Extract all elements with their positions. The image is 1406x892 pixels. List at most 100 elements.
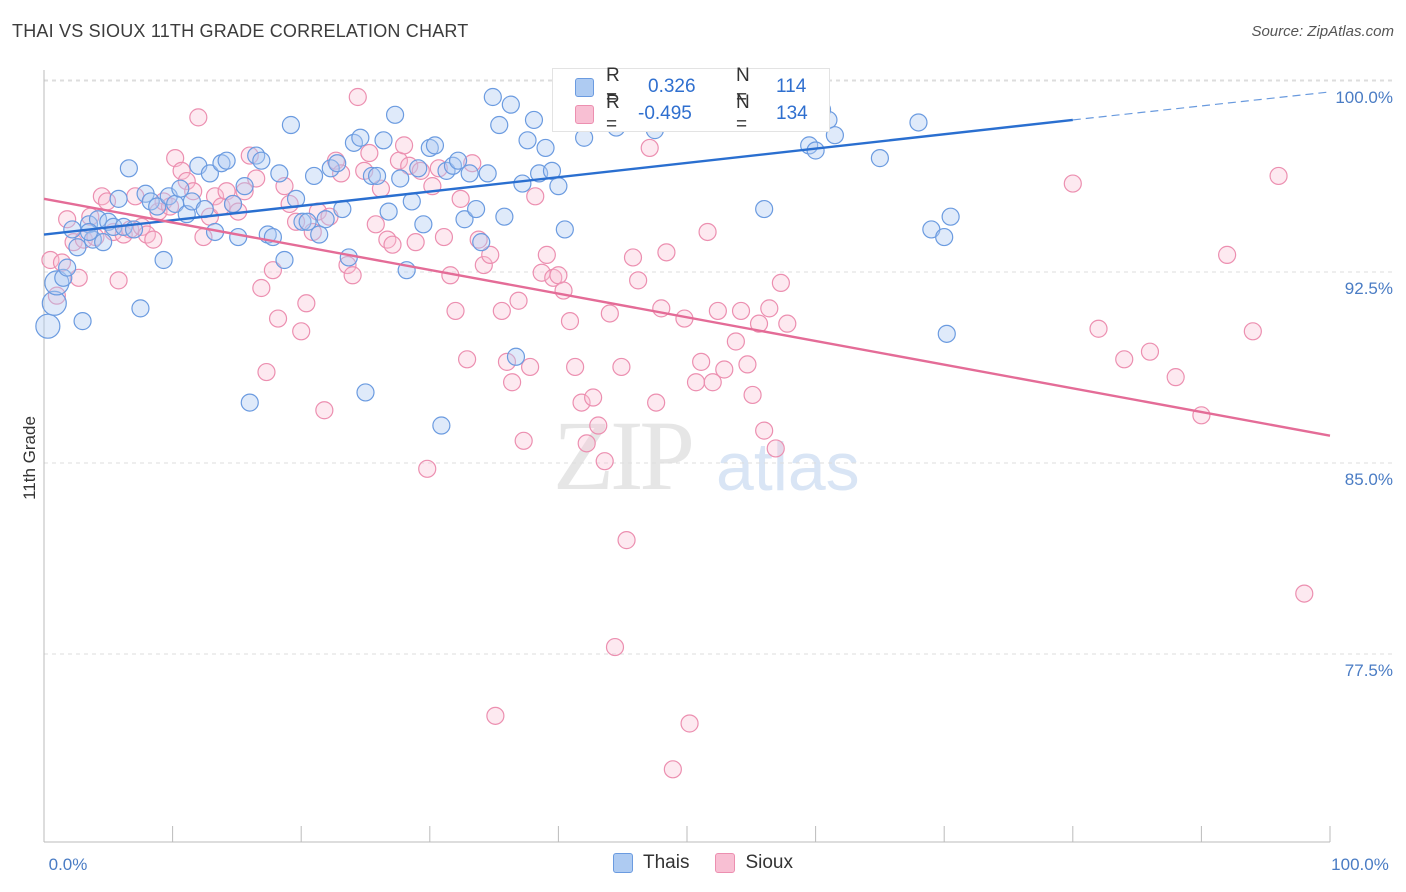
thais-point: [385, 105, 405, 124]
thais-point: [425, 136, 445, 155]
sioux-point: [297, 294, 316, 313]
thais-point: [310, 225, 329, 244]
sioux-point: [434, 227, 454, 247]
sioux-point: [1166, 368, 1185, 387]
thais-point: [63, 220, 82, 239]
sioux-point: [292, 322, 311, 341]
sioux-point: [1140, 342, 1160, 361]
thais-points: [35, 87, 960, 435]
sioux-point: [708, 301, 727, 321]
thais-point: [536, 138, 555, 158]
sioux-point: [657, 243, 676, 262]
sioux-point: [503, 373, 522, 392]
sioux-point: [589, 416, 608, 435]
thais-point: [200, 164, 219, 183]
sioux-point: [743, 385, 762, 405]
sioux-point: [731, 301, 751, 321]
thais-point: [755, 199, 774, 219]
thais-point: [41, 290, 67, 316]
thais-point: [432, 416, 451, 435]
legend: R = 0.326 N = 114 R = -0.495 N = 134: [552, 65, 830, 135]
sioux-point: [331, 164, 351, 183]
sioux-point: [760, 299, 779, 318]
tick-labels: 100.0% 92.5% 85.0% 77.5% 0.0% 100.0%: [49, 88, 1393, 874]
thais-point: [270, 164, 289, 183]
sioux-point: [755, 421, 774, 440]
thais-point: [937, 324, 956, 343]
thais-point: [414, 215, 433, 234]
sioux-point: [738, 355, 757, 374]
sioux-point: [1295, 584, 1314, 603]
thais-point: [247, 146, 266, 165]
sioux-point: [1192, 406, 1211, 425]
sioux-point: [366, 215, 385, 234]
thais-point: [171, 179, 190, 198]
sioux-point: [766, 439, 785, 458]
sioux-point: [1115, 350, 1134, 369]
sioux-point: [486, 706, 505, 725]
sioux-point: [383, 235, 402, 254]
sioux-point: [584, 388, 603, 407]
thais-point: [524, 110, 544, 130]
source-label: Source: ZipAtlas.com: [1251, 23, 1394, 40]
thais-point: [304, 166, 324, 186]
sioux-point: [600, 304, 619, 323]
thais-point: [542, 161, 562, 180]
axes: [43, 70, 1331, 843]
thais-point: [506, 347, 526, 366]
sioux-point: [560, 312, 580, 331]
thais-point: [443, 156, 463, 175]
legend-row-thais: R = 0.326 N = 114: [575, 65, 807, 108]
thais-point: [472, 233, 491, 252]
r-value: -0.495: [638, 103, 692, 124]
thais-point: [73, 312, 92, 331]
sioux-point: [418, 459, 437, 478]
thais-point: [148, 197, 167, 216]
thais-point: [68, 238, 87, 257]
thais-point: [298, 212, 317, 231]
n-label: N =: [736, 92, 750, 135]
sioux-point: [715, 360, 734, 379]
r-value: 0.326: [648, 76, 696, 97]
sioux-point: [394, 136, 414, 155]
sioux-point: [771, 273, 790, 293]
thais-point: [420, 138, 439, 158]
thais-point: [275, 250, 294, 270]
sioux-point: [663, 760, 682, 779]
thais-point: [941, 207, 960, 226]
thais-point: [339, 248, 358, 267]
n-value: 134: [776, 103, 808, 124]
thais-point: [391, 169, 410, 188]
sioux-point: [1089, 319, 1108, 338]
x-tick-label: 0.0%: [49, 855, 88, 874]
thais-point: [316, 210, 335, 229]
sioux-point: [537, 245, 556, 264]
sioux-point: [526, 187, 545, 206]
sioux-point: [378, 230, 397, 249]
thais-point: [229, 227, 248, 247]
thais-point: [909, 113, 928, 132]
sioux-point: [252, 278, 271, 298]
legend-label-sioux: Sioux: [745, 852, 793, 873]
thais-point: [409, 159, 428, 178]
sioux-point: [58, 210, 77, 229]
thais-point: [518, 131, 537, 150]
thais-point: [119, 159, 138, 178]
series-legend: Thais Sioux: [0, 852, 1406, 874]
thais-point: [281, 115, 301, 135]
thais-point: [490, 115, 509, 135]
n-value: 114: [776, 76, 807, 97]
thais-trend-extension: [1072, 91, 1331, 121]
sioux-point: [360, 143, 379, 163]
thais-point: [131, 299, 150, 318]
sioux-point: [69, 268, 88, 287]
sioux-point: [544, 268, 563, 287]
sioux-point: [521, 357, 540, 377]
sioux-point: [481, 245, 500, 264]
sioux-point: [605, 637, 625, 657]
r-label: R =: [606, 92, 620, 135]
sioux-point: [640, 138, 659, 158]
sioux-point: [749, 314, 769, 333]
legend-item-sioux: Sioux: [715, 852, 793, 874]
